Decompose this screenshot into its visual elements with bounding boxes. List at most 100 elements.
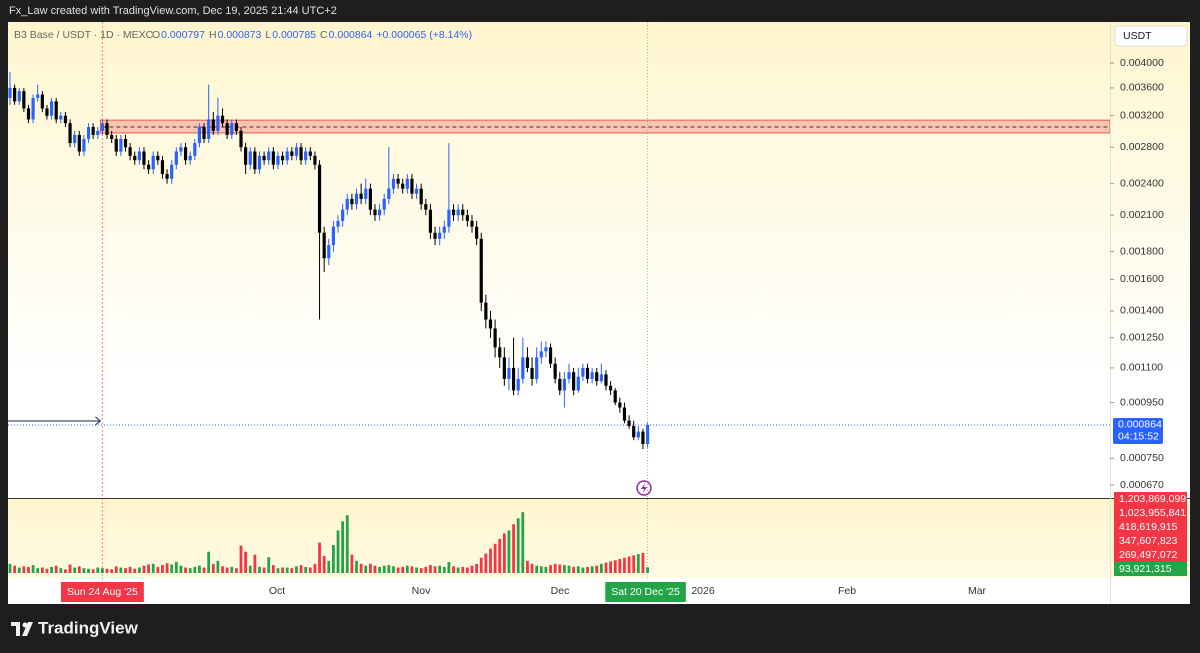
candle-body [438, 232, 442, 239]
candle-body [49, 101, 54, 116]
volume-bar [258, 566, 261, 573]
volume-bar [110, 569, 114, 573]
candle-body [627, 420, 631, 427]
volume-bar [114, 566, 118, 573]
y-tick-label: 0.000750 [1120, 452, 1164, 464]
event-icon[interactable] [636, 480, 652, 496]
candle-body [174, 151, 178, 165]
candle-body [613, 390, 617, 403]
currency-button-label[interactable]: USDT [1123, 30, 1152, 42]
candle-body [110, 134, 114, 139]
volume-bar [502, 533, 506, 573]
volume-bar [170, 564, 174, 573]
candle-body [151, 155, 155, 170]
volume-bar [516, 518, 520, 573]
volume-bar [179, 565, 183, 573]
candle-body [470, 220, 474, 227]
volume-bar [405, 565, 409, 573]
candle-body [382, 198, 386, 210]
ohlc-value: 0.000873 [218, 29, 262, 41]
candle-body [73, 134, 77, 144]
candle-body [396, 178, 400, 184]
y-tick-label: 0.003200 [1120, 109, 1164, 121]
candle-body [188, 155, 192, 161]
candle-body [405, 178, 409, 189]
last-price-box [1113, 417, 1163, 444]
candle-body [308, 151, 312, 156]
candle-body [451, 209, 456, 216]
volume-bar [387, 565, 391, 573]
candle-body [170, 164, 174, 179]
volume-bar [318, 542, 321, 573]
candle-body [40, 94, 44, 109]
volume [8, 512, 649, 573]
y-tick-label: 0.001400 [1120, 305, 1164, 317]
volume-bar [22, 566, 26, 573]
candle-body [373, 209, 377, 216]
brand: TradingView [11, 618, 139, 637]
volume-bar [364, 565, 368, 573]
candle-body [160, 160, 165, 175]
volume-bar [27, 566, 30, 573]
volume-bar [239, 545, 243, 573]
candle-body [581, 367, 585, 377]
volume-bar [627, 556, 631, 573]
volume-bar [479, 557, 483, 573]
candle-body [475, 226, 479, 239]
candle-body [572, 372, 576, 391]
volume-bar [128, 566, 132, 573]
volume-bar [401, 566, 405, 573]
time-marker-label: Sat 20 Dec '25 [611, 586, 680, 598]
candle-body [119, 138, 123, 152]
candle-body [419, 188, 423, 205]
candle-body [428, 209, 433, 233]
candle-body [285, 151, 289, 161]
candle-body [331, 226, 335, 246]
volume-bar [68, 564, 72, 573]
candle-body [197, 127, 202, 144]
volume-bar [54, 565, 58, 573]
time-axis [8, 578, 1190, 604]
ohlc-label: H [209, 29, 217, 41]
volume-bar [586, 566, 589, 573]
candle-body [447, 209, 451, 227]
candle-body [54, 101, 58, 120]
volume-bar [267, 557, 271, 573]
volume-bar [188, 568, 192, 573]
candle-body [378, 209, 382, 216]
currency-button[interactable] [1114, 25, 1188, 47]
candle-body [105, 123, 109, 135]
volume-bar [359, 563, 363, 573]
volume-bar [530, 563, 534, 573]
time-marker-label: Sun 24 Aug '25 [67, 586, 138, 598]
candle-body [327, 245, 331, 259]
candle-body [456, 209, 460, 216]
zone [99, 119, 1110, 134]
legend: B3 Base / USDT · 1D · MEXC O 0.000797 H 0.0… [14, 29, 472, 41]
volume-bar [82, 568, 86, 573]
y-tick-label: 0.001250 [1120, 331, 1164, 343]
volume-bar [198, 565, 201, 573]
candle-body [225, 123, 229, 135]
candle-body [632, 426, 636, 438]
candle-body [142, 151, 146, 165]
last-price-label: 0.000864 [1118, 419, 1162, 431]
candle-body [641, 431, 645, 445]
volume-bar [221, 566, 224, 573]
volume-bar [281, 567, 284, 573]
volume-bar [465, 567, 469, 573]
candle-body [424, 204, 428, 210]
volume-bar [581, 567, 585, 573]
candle-body [516, 378, 520, 391]
y-tick-label: 0.003600 [1120, 82, 1164, 94]
y-tick-label: 0.000950 [1120, 396, 1164, 408]
candle-body [248, 151, 252, 165]
candle-body [368, 188, 372, 210]
candle-body [553, 363, 557, 379]
volume-bar [392, 566, 395, 573]
volume-bar [368, 563, 372, 573]
candle-body [525, 357, 530, 368]
volume-bar [544, 566, 548, 573]
candle-body [410, 178, 414, 194]
volume-bar [156, 566, 160, 573]
